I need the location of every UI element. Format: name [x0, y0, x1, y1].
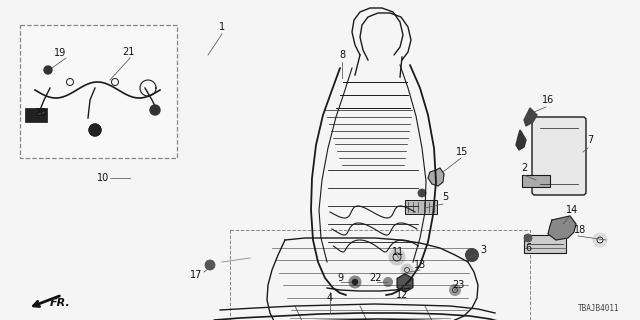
Text: 10: 10: [97, 173, 109, 183]
Polygon shape: [548, 216, 576, 240]
Ellipse shape: [150, 105, 160, 115]
Text: 21: 21: [122, 47, 134, 57]
Text: FR.: FR.: [50, 298, 71, 308]
Bar: [230, 230, 530, 320]
Ellipse shape: [349, 276, 361, 288]
Text: 11: 11: [392, 247, 404, 257]
Ellipse shape: [205, 260, 215, 270]
Text: 22: 22: [369, 273, 381, 283]
Text: 14: 14: [566, 205, 578, 215]
Text: 12: 12: [396, 290, 408, 300]
FancyBboxPatch shape: [532, 117, 586, 195]
Text: 4: 4: [327, 293, 333, 303]
Ellipse shape: [353, 279, 358, 284]
Ellipse shape: [449, 284, 461, 295]
Polygon shape: [524, 108, 537, 126]
Text: 7: 7: [587, 135, 593, 145]
Text: 13: 13: [414, 260, 426, 270]
Text: 5: 5: [442, 192, 448, 202]
Text: 15: 15: [456, 147, 468, 157]
Ellipse shape: [593, 233, 607, 247]
Text: TBAJB4011: TBAJB4011: [579, 304, 620, 313]
Text: 1: 1: [219, 22, 225, 32]
Text: 23: 23: [452, 280, 464, 290]
Text: 19: 19: [54, 48, 66, 58]
Text: 8: 8: [339, 50, 345, 60]
Bar: [524, 235, 566, 253]
Ellipse shape: [465, 249, 479, 261]
Polygon shape: [516, 130, 526, 150]
Text: 2: 2: [521, 163, 527, 173]
Text: 3: 3: [480, 245, 486, 255]
Ellipse shape: [418, 189, 426, 197]
Ellipse shape: [44, 66, 52, 74]
Text: 20: 20: [34, 108, 46, 118]
Bar: [405, 200, 437, 214]
Text: 9: 9: [337, 273, 343, 283]
Bar: [25, 108, 47, 122]
Ellipse shape: [401, 264, 413, 276]
Bar: [522, 175, 550, 187]
Text: 17: 17: [190, 270, 202, 280]
Ellipse shape: [89, 124, 101, 136]
Text: 6: 6: [525, 243, 531, 253]
Text: 16: 16: [542, 95, 554, 105]
Text: 18: 18: [574, 225, 586, 235]
Ellipse shape: [524, 234, 532, 242]
Bar: [20, 25, 177, 158]
Ellipse shape: [389, 249, 405, 265]
Ellipse shape: [383, 277, 392, 286]
Polygon shape: [428, 168, 444, 186]
